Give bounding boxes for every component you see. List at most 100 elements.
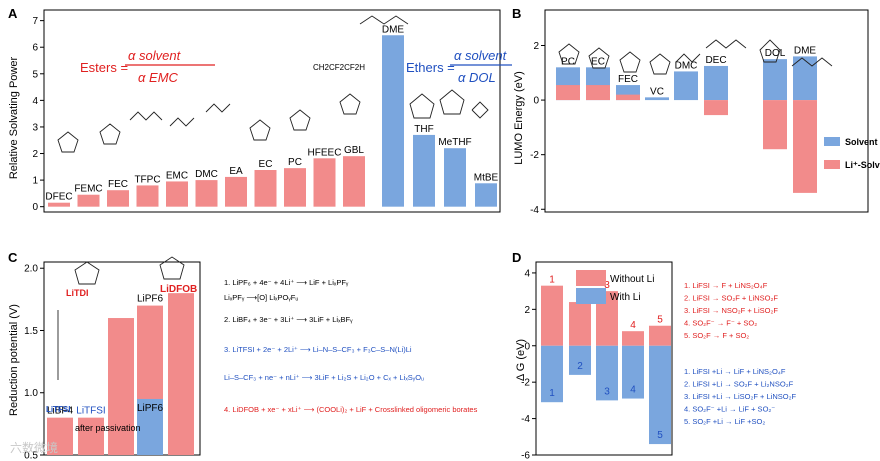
panel-a-bar xyxy=(343,156,365,207)
panel-b-chart: -4 -2 0 2 PC EC FEC VC DMC DEC DOL DME xyxy=(530,9,869,216)
panel-label-d: D xyxy=(512,250,521,265)
panel-a-bar-label: DME xyxy=(382,24,405,35)
panel-d-with-li-bar xyxy=(541,345,563,403)
panel-d-reaction-with-li: 4. SO₂F⁻ +Li → LiF + SO₂⁻ xyxy=(684,405,775,414)
panel-a-ylabel: Relative Solvating Power xyxy=(8,57,20,180)
panel-b-ytick-label: -4 xyxy=(530,205,539,216)
panel-b-bar-label: DOL xyxy=(765,48,786,59)
panel-c-bar-label: LiTFSI xyxy=(76,406,105,417)
panel-label-c: C xyxy=(8,250,18,265)
panel-a-bar xyxy=(136,185,159,207)
panel-b-ytick-label: 0 xyxy=(533,96,539,107)
legend-swatch-without-li xyxy=(576,270,606,286)
after-passivation-note: after passivation xyxy=(75,423,141,433)
panel-b-li-solvent-bar xyxy=(616,94,640,101)
panel-d-without-li-label: 3 xyxy=(604,280,610,291)
esters-formula-lhs: Esters = xyxy=(80,60,128,75)
panel-c-bar xyxy=(78,417,104,455)
panel-d-reaction-with-li: 3. LiFSI +Li → LiSO₂F + LiNSO₂F xyxy=(684,392,797,401)
panel-a-bar-label: FEMC xyxy=(74,184,102,195)
panel-d-without-li-bar xyxy=(541,285,563,346)
panel-c-ytick-label: 1.0 xyxy=(24,388,38,399)
panel-a-bar-label: DMC xyxy=(195,169,218,180)
panel-a-ytick-label: 5 xyxy=(32,69,38,80)
panel-c-reaction: 1. LiPF₆ + 4e⁻ + 4Li⁺ ⟶ LiF + LiₓPFᵧ xyxy=(224,278,349,287)
panel-b-plot-frame xyxy=(544,9,869,213)
panel-d-without-li-bar xyxy=(596,291,618,346)
molecule-sketches-a xyxy=(57,15,489,153)
panel-a-bar xyxy=(225,176,247,207)
panel-b-li-solvent-bar xyxy=(556,85,580,101)
panel-d-reactions: 1. LiFSI → F + LiNS₂O₄F 2. LiFSI → SO₂F +… xyxy=(684,281,797,426)
legend-swatch-solvent xyxy=(824,137,840,146)
panel-d-reaction-without-li: 5. SO₂F → F + SO₂ xyxy=(684,331,749,340)
panel-a-bar-label: MeTHF xyxy=(438,137,471,148)
panel-b-ylabel: LUMO Energy (eV) xyxy=(513,71,525,165)
panel-a-bar-label: MtBE xyxy=(474,172,499,183)
watermark: 六数微境 xyxy=(10,440,58,455)
legend-swatch-with-li xyxy=(576,288,606,304)
panel-d-with-li-label: 5 xyxy=(657,430,663,441)
legend-label-li-solvent: Li⁺-Solvent xyxy=(845,160,880,170)
panel-b-li-solvent-bar xyxy=(763,100,787,150)
esters-formula-den: α EMC xyxy=(138,70,179,85)
panel-d-reaction-without-li: 1. LiFSI → F + LiNS₂O₄F xyxy=(684,281,768,290)
panel-a-bar xyxy=(475,183,497,207)
panel-d-with-li-label: 4 xyxy=(630,385,636,396)
salt-label-litdi: LiTDI xyxy=(66,288,89,298)
panel-d-legend: Without Li With Li xyxy=(576,270,654,304)
panel-a-bar xyxy=(284,168,306,207)
panel-d-with-li-bar xyxy=(649,345,671,445)
ethers-formula-num: α solvent xyxy=(454,48,508,63)
panel-d-reaction-without-li: 2. LiFSI → SO₂F + LiNSO₂F xyxy=(684,294,778,303)
panel-d-without-li-label: 5 xyxy=(657,315,663,326)
panel-a-bar-label: EA xyxy=(229,166,243,177)
legend-label-solvent: Solvent xyxy=(845,137,878,147)
panel-c-passivated-label: LiPF6 xyxy=(137,403,164,414)
panel-c-reaction: 4. LiDFOB + xe⁻ + xLi⁺ ⟶ (COOLi)₂ + LiF … xyxy=(224,405,478,414)
panel-d-with-li-label: 2 xyxy=(577,361,583,372)
panel-c-reaction: Li–S–CF₃ + ne⁻ + nLi⁺ ⟶ 3LiF + Li₂S + Li… xyxy=(224,373,424,382)
panel-a-ytick-label: 0 xyxy=(32,202,38,213)
panel-d-without-li-bar xyxy=(569,302,591,346)
panel-a-ytick-label: 2 xyxy=(32,149,38,160)
panel-a-ytick-label: 3 xyxy=(32,122,38,133)
panel-d-ytick-label: 4 xyxy=(524,268,530,279)
panel-d-without-li-label: 4 xyxy=(630,320,636,331)
panel-d-with-li-bar xyxy=(569,345,591,375)
panel-a-bar xyxy=(107,190,129,207)
panel-label-a: A xyxy=(8,6,18,21)
panel-d-ylabel: Δ G (eV) xyxy=(515,339,527,381)
panel-a-bar-label: PC xyxy=(288,157,302,168)
panel-d-chart: -6-4-20241122334455 xyxy=(521,261,673,461)
esters-formula: Esters = α solvent α EMC xyxy=(80,48,215,85)
panel-b-li-solvent-bar xyxy=(793,100,817,193)
panel-c-bar-label: LiBF4 xyxy=(47,406,74,417)
panel-c-ytick-label: 0.5 xyxy=(24,451,38,461)
panel-a-bar-label: EMC xyxy=(166,170,188,181)
panel-b-solvent-bar xyxy=(793,56,817,101)
panel-b-li-solvent-bar xyxy=(586,85,610,101)
molecule-sketches-c xyxy=(57,256,185,380)
panel-b-solvent-bar xyxy=(763,59,787,101)
panel-b-bar-label: PC xyxy=(561,56,575,67)
panel-b-solvent-bar xyxy=(674,71,698,101)
panel-d-ytick-label: 2 xyxy=(524,305,530,316)
panel-a-bar-label: TFPC xyxy=(134,174,160,185)
panel-a-bar xyxy=(444,148,466,207)
panel-d-without-li-bar xyxy=(649,325,671,346)
panel-c-reaction: 3. LiTFSI + 2e⁻ + 2Li⁺ ⟶ Li–N–S–CF₃ + F₃… xyxy=(224,345,412,354)
panel-c-passivated-bar xyxy=(137,398,163,455)
panel-d-without-li-bar xyxy=(622,331,644,346)
panel-a-bar xyxy=(382,35,404,207)
panel-b-bar-label: EC xyxy=(591,56,605,67)
panel-a-bar-label: FEC xyxy=(108,179,128,190)
panel-b-legend: Solvent Li⁺-Solvent xyxy=(824,137,880,170)
side-chain-formula: CH2CF2CF2H xyxy=(313,63,365,72)
panel-b-bar-label: FEC xyxy=(618,74,638,85)
panel-a-bar xyxy=(313,158,336,207)
ethers-formula-lhs: Ethers = xyxy=(406,60,455,75)
panel-a-bar xyxy=(77,194,100,207)
